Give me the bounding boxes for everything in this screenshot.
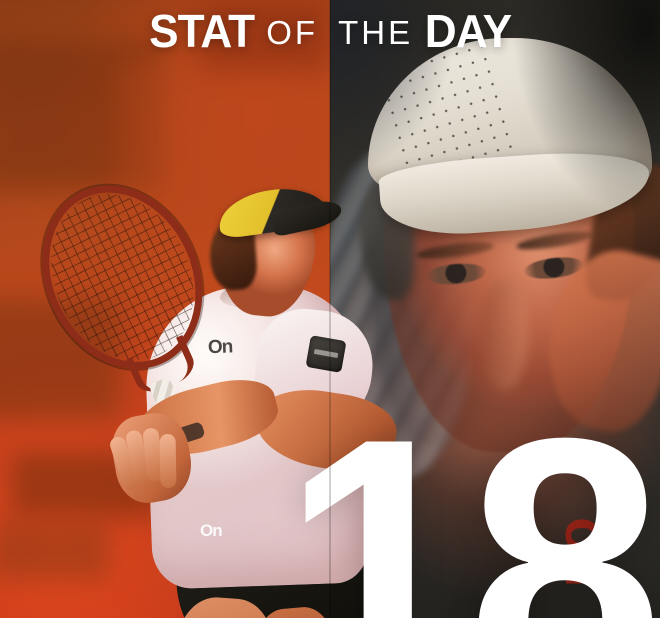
racket-strings: [24, 170, 221, 384]
header-word-day: DAY: [424, 5, 512, 57]
header-word-stat: STAT: [149, 5, 255, 57]
player-fingers: [108, 427, 178, 498]
header-word-of: OF: [266, 14, 319, 51]
background-blur-block: [0, 300, 120, 420]
background-blur-block: [0, 520, 110, 580]
finger: [159, 433, 177, 489]
sleeve-sponsor-patch: [305, 335, 347, 373]
panel-split-divider: [329, 0, 331, 618]
header-word-the: THE: [338, 14, 414, 51]
header-title-bar: STAT OF THE DAY: [0, 0, 660, 62]
foreground-player: On On: [12, 158, 402, 618]
on-logo-shorts: On: [200, 521, 223, 540]
background-blur-block: [200, 0, 330, 70]
background-blur-block: [0, 40, 160, 190]
